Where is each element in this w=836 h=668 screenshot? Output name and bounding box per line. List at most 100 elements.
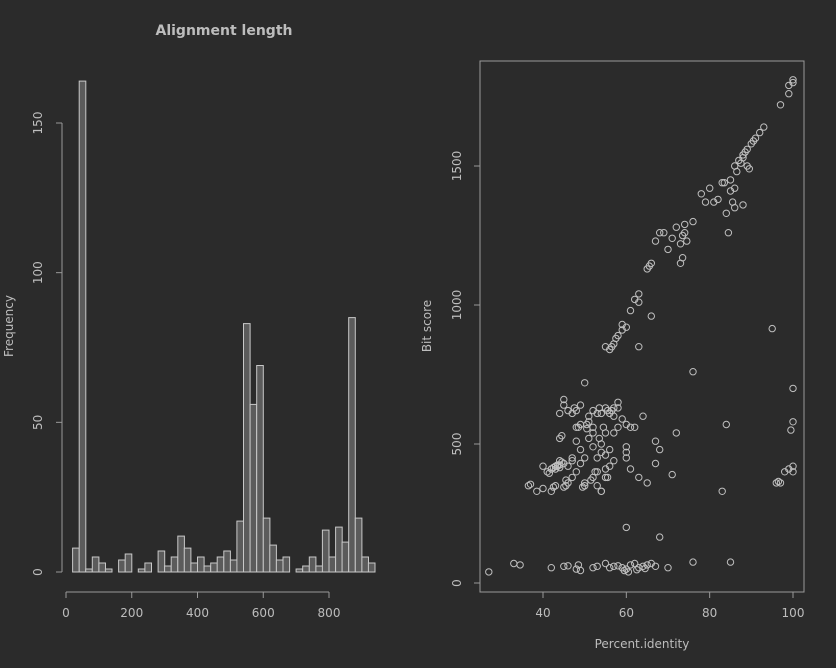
scatter-point <box>635 298 643 306</box>
histogram-bar <box>302 565 310 573</box>
scatter-point <box>564 562 572 570</box>
scatter-point <box>549 483 558 491</box>
histogram-bar <box>236 520 244 573</box>
scatter-point <box>720 179 728 187</box>
scatter-point <box>660 229 668 237</box>
scatter-point <box>635 343 643 351</box>
histogram-bar <box>335 526 343 573</box>
scatter-point <box>593 562 601 570</box>
scatter-point <box>689 368 697 376</box>
histogram-bar <box>197 556 205 573</box>
scatter-point <box>560 483 568 491</box>
scatter-point <box>681 229 689 237</box>
scatter-point <box>603 473 612 482</box>
scatter-point <box>556 409 564 418</box>
scatter-point <box>589 429 597 437</box>
histogram-bar <box>203 565 212 573</box>
histogram-bar <box>282 556 291 573</box>
scatter-point <box>581 479 589 487</box>
scatter-point <box>672 223 680 231</box>
scatter-point <box>733 167 741 176</box>
scatter-point <box>789 384 797 393</box>
scatter-point <box>547 564 555 572</box>
histogram-bar <box>210 562 218 573</box>
scatter-point <box>568 454 576 462</box>
scatter-point <box>641 564 649 573</box>
scatter-point <box>585 418 593 426</box>
scatter-point <box>606 445 614 454</box>
histogram-bar <box>328 556 337 573</box>
scatter-point <box>606 462 614 470</box>
histogram-bar <box>118 559 126 573</box>
scatter-point <box>539 462 547 470</box>
scatter-point <box>681 220 689 229</box>
scatter-point <box>756 128 764 137</box>
scatter-point <box>572 406 580 415</box>
scatter-point <box>776 101 785 109</box>
scatter-point <box>581 482 589 490</box>
scatter-point <box>568 473 576 482</box>
scatter-point <box>547 487 555 495</box>
histogram-bar <box>243 323 251 573</box>
scatter-point <box>581 454 589 462</box>
scatter-point <box>776 479 785 487</box>
histogram-bar <box>367 562 376 573</box>
scatter-y-tick-label: 0 <box>450 579 464 587</box>
histogram-x-tick-label: 200 <box>120 606 143 620</box>
scatter-point <box>789 76 797 84</box>
scatter-point <box>533 487 541 495</box>
scatter-point <box>622 448 630 456</box>
scatter-point <box>631 423 639 431</box>
scatter-point <box>622 323 630 331</box>
histogram-bar <box>275 559 284 573</box>
scatter-point <box>593 482 601 490</box>
scatter-point <box>787 426 795 434</box>
scatter-point <box>726 558 735 566</box>
histogram-bar <box>78 80 87 573</box>
scatter-point <box>622 523 630 532</box>
scatter-point <box>643 479 651 487</box>
scatter-point <box>606 564 614 572</box>
histogram-y-tick-label: 50 <box>31 415 45 430</box>
scatter-point <box>485 568 493 576</box>
scatter-point <box>751 134 760 142</box>
scatter-point <box>572 437 580 445</box>
histogram-bar <box>91 556 100 573</box>
scatter-point <box>545 469 553 477</box>
scatter-point <box>639 412 647 420</box>
histogram-y-axis: 0 50 100 150 <box>31 112 63 576</box>
histogram-x-tick-label: 600 <box>252 606 275 620</box>
scatter-point <box>718 179 726 187</box>
scatter-point <box>743 145 751 154</box>
scatter-point <box>589 564 597 572</box>
histogram-bar <box>144 562 152 573</box>
histogram-bar <box>295 568 304 573</box>
scatter-point <box>558 458 566 466</box>
scatter-x-tick-label: 80 <box>702 606 717 620</box>
scatter-point <box>635 473 643 482</box>
scatter-point <box>564 479 572 487</box>
scatter-point <box>745 165 753 173</box>
scatter-point <box>591 468 599 476</box>
scatter-point <box>656 229 664 237</box>
histogram-bar <box>190 562 198 573</box>
scatter-y-axis-label: Bit score <box>420 300 434 352</box>
histogram-bar <box>321 529 330 573</box>
scatter-point <box>651 562 660 570</box>
histogram-bar <box>177 535 185 573</box>
scatter-point <box>724 229 733 237</box>
scatter-point <box>731 184 739 192</box>
scatter-point <box>633 566 641 574</box>
scatter-points <box>485 76 797 576</box>
histogram-bar <box>72 547 80 573</box>
histogram-bar <box>361 556 369 573</box>
histogram-y-tick-label: 0 <box>31 568 45 576</box>
scatter-point <box>714 195 722 204</box>
scatter-point <box>774 477 783 486</box>
scatter-point <box>560 459 568 468</box>
scatter-point <box>664 564 672 572</box>
scatter-point <box>651 459 660 468</box>
scatter-point <box>739 201 747 209</box>
scatter-point <box>683 237 691 245</box>
